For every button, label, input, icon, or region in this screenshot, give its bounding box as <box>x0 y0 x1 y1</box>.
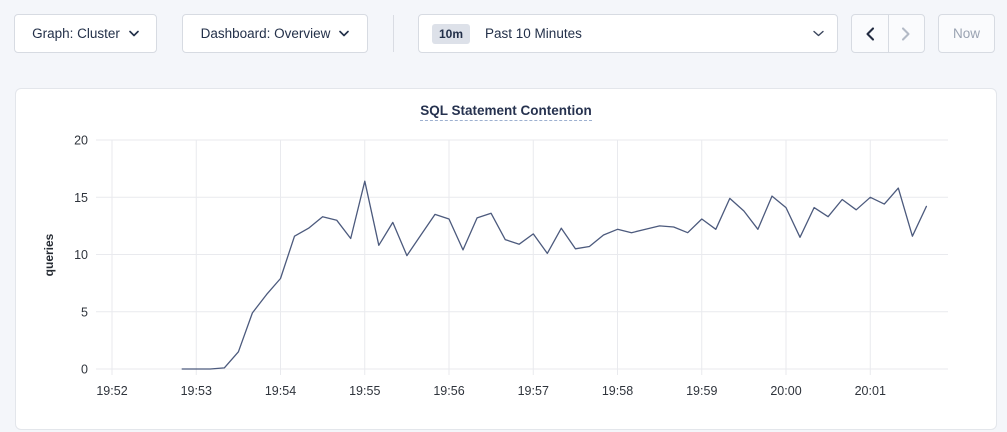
svg-text:19:54: 19:54 <box>265 384 296 398</box>
time-forward-button[interactable] <box>887 15 925 52</box>
graph-dropdown-label: Graph: Cluster <box>32 26 120 41</box>
svg-text:0: 0 <box>81 363 88 377</box>
dashboard-dropdown-label: Dashboard: Overview <box>200 26 331 41</box>
chevron-down-icon <box>129 30 139 37</box>
svg-text:20:00: 20:00 <box>770 384 801 398</box>
svg-text:19:52: 19:52 <box>96 384 127 398</box>
chart-card: SQL Statement Contention 0 5 10 15 20 19:52 19… <box>15 88 997 430</box>
now-button[interactable]: Now <box>938 14 995 53</box>
svg-text:19:58: 19:58 <box>602 384 633 398</box>
svg-text:19:56: 19:56 <box>433 384 464 398</box>
chevron-right-icon <box>901 26 911 41</box>
svg-text:19:55: 19:55 <box>349 384 380 398</box>
dashboard-dropdown[interactable]: Dashboard: Overview <box>182 14 368 53</box>
chart-title-row: SQL Statement Contention <box>16 102 996 121</box>
svg-text:19:59: 19:59 <box>686 384 717 398</box>
toolbar-divider <box>393 15 394 52</box>
time-nav-group <box>851 14 925 53</box>
time-range-badge: 10m <box>432 23 471 44</box>
svg-text:20: 20 <box>74 134 88 148</box>
graph-dropdown[interactable]: Graph: Cluster <box>14 14 157 53</box>
svg-text:20:01: 20:01 <box>855 384 886 398</box>
toolbar: Graph: Cluster Dashboard: Overview 10m P… <box>14 14 997 53</box>
line-chart[interactable]: 0 5 10 15 20 19:52 19:53 19:54 19:55 19:56 19:57 19… <box>16 89 997 430</box>
svg-text:10: 10 <box>74 248 88 262</box>
svg-text:15: 15 <box>74 191 88 205</box>
time-range-picker[interactable]: 10m Past 10 Minutes <box>418 14 838 53</box>
time-range-label: Past 10 Minutes <box>485 26 582 41</box>
svg-text:19:53: 19:53 <box>181 384 212 398</box>
svg-text:19:57: 19:57 <box>518 384 549 398</box>
svg-text:queries: queries <box>42 233 56 276</box>
chevron-down-icon <box>339 30 350 37</box>
chevron-down-icon <box>813 30 824 37</box>
chevron-left-icon <box>865 26 875 41</box>
svg-text:5: 5 <box>81 305 88 319</box>
time-back-button[interactable] <box>852 15 888 52</box>
chart-title[interactable]: SQL Statement Contention <box>420 103 592 121</box>
